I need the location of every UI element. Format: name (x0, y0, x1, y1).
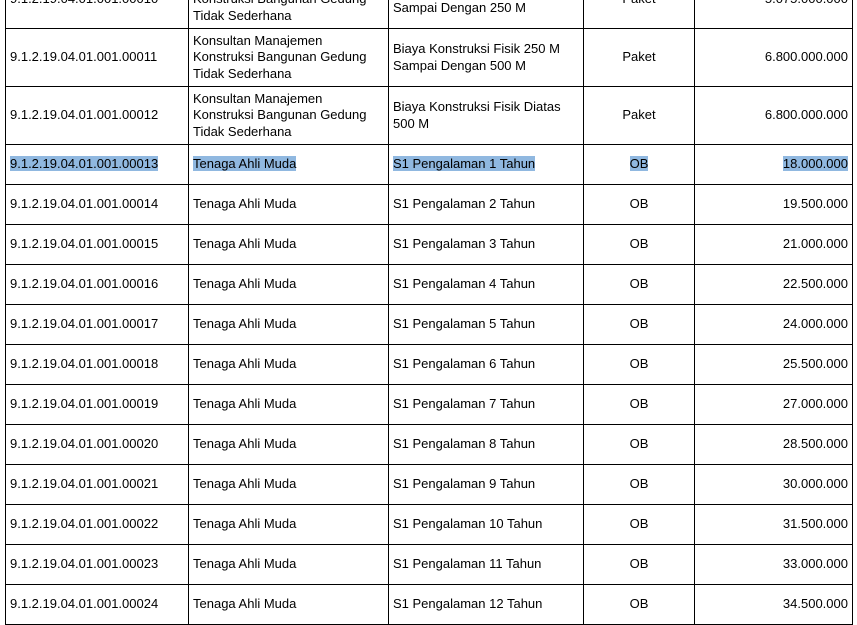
value-cell: 19.500.000 (695, 185, 853, 225)
name-cell: Tenaga Ahli Muda (189, 185, 389, 225)
table-row: 9.1.2.19.04.01.001.00019Tenaga Ahli Muda… (6, 385, 853, 425)
desc-cell: S1 Pengalaman 6 Tahun (389, 345, 584, 385)
table-row: 9.1.2.19.04.01.001.00024Tenaga Ahli Muda… (6, 585, 853, 625)
desc-cell: S1 Pengalaman 10 Tahun (389, 505, 584, 545)
table-row: 9.1.2.19.04.01.001.00012Konsultan Manaje… (6, 87, 853, 145)
code-cell: 9.1.2.19.04.01.001.00017 (6, 305, 189, 345)
value-cell: 5.075.000.000 (695, 0, 853, 29)
table-row: 9.1.2.19.04.01.001.00010Konsultan Manaje… (6, 0, 853, 29)
value-cell: 25.500.000 (695, 345, 853, 385)
name-cell: Tenaga Ahli Muda (189, 385, 389, 425)
unit-cell: OB (584, 345, 695, 385)
value-cell: 27.000.000 (695, 385, 853, 425)
desc-cell: S1 Pengalaman 4 Tahun (389, 265, 584, 305)
code-cell: 9.1.2.19.04.01.001.00014 (6, 185, 189, 225)
code-cell: 9.1.2.19.04.01.001.00023 (6, 545, 189, 585)
table-row: 9.1.2.19.04.01.001.00016Tenaga Ahli Muda… (6, 265, 853, 305)
table-row: 9.1.2.19.04.01.001.00013 Tenaga Ahli Muda… (6, 145, 853, 185)
table-row: 9.1.2.19.04.01.001.00023Tenaga Ahli Muda… (6, 545, 853, 585)
table-row: 9.1.2.19.04.01.001.00015Tenaga Ahli Muda… (6, 225, 853, 265)
unit-cell: OB (584, 425, 695, 465)
unit-cell: OB (584, 185, 695, 225)
table-row: 9.1.2.19.04.01.001.00018Tenaga Ahli Muda… (6, 345, 853, 385)
highlighted-text: S1 Pengalaman 1 Tahun (393, 156, 535, 171)
name-cell: Konsultan Manajemen Konstruksi Bangunan … (189, 87, 389, 145)
unit-cell: OB (584, 225, 695, 265)
desc-cell: S1 Pengalaman 5 Tahun (389, 305, 584, 345)
value-cell: 6.800.000.000 (695, 29, 853, 87)
highlighted-text: 9.1.2.19.04.01.001.00013 (10, 156, 158, 171)
value-cell: 31.500.000 (695, 505, 853, 545)
code-cell: 9.1.2.19.04.01.001.00010 (6, 0, 189, 29)
name-cell: Tenaga Ahli Muda (189, 145, 389, 185)
code-cell: 9.1.2.19.04.01.001.00021 (6, 465, 189, 505)
desc-cell: Biaya Konstruksi Fisik 250 M Sampai Deng… (389, 29, 584, 87)
table-row: 9.1.2.19.04.01.001.00014Tenaga Ahli Muda… (6, 185, 853, 225)
desc-cell: S1 Pengalaman 11 Tahun (389, 545, 584, 585)
name-cell: Tenaga Ahli Muda (189, 425, 389, 465)
value-cell: 30.000.000 (695, 465, 853, 505)
value-cell: 34.500.000 (695, 585, 853, 625)
desc-cell: S1 Pengalaman 8 Tahun (389, 425, 584, 465)
value-cell: 18.000.000 (695, 145, 853, 185)
unit-cell: OB (584, 465, 695, 505)
highlighted-text: OB (630, 156, 649, 171)
desc-cell: S1 Pengalaman 2 Tahun (389, 185, 584, 225)
code-cell: 9.1.2.19.04.01.001.00018 (6, 345, 189, 385)
table-row: 9.1.2.19.04.01.001.00022Tenaga Ahli Muda… (6, 505, 853, 545)
name-cell: Tenaga Ahli Muda (189, 305, 389, 345)
code-cell: 9.1.2.19.04.01.001.00011 (6, 29, 189, 87)
name-cell: Konsultan Manajemen Konstruksi Bangunan … (189, 0, 389, 29)
unit-cell: OB (584, 145, 695, 185)
table-row: 9.1.2.19.04.01.001.00021Tenaga Ahli Muda… (6, 465, 853, 505)
code-cell: 9.1.2.19.04.01.001.00019 (6, 385, 189, 425)
desc-cell: S1 Pengalaman 1 Tahun (389, 145, 584, 185)
name-cell: Tenaga Ahli Muda (189, 225, 389, 265)
unit-cell: OB (584, 505, 695, 545)
name-cell: Tenaga Ahli Muda (189, 585, 389, 625)
name-cell: Konsultan Manajemen Konstruksi Bangunan … (189, 29, 389, 87)
value-cell: 28.500.000 (695, 425, 853, 465)
code-cell: 9.1.2.19.04.01.001.00022 (6, 505, 189, 545)
code-cell: 9.1.2.19.04.01.001.00020 (6, 425, 189, 465)
unit-cell: OB (584, 585, 695, 625)
unit-cell: Paket (584, 87, 695, 145)
highlighted-text: Tenaga Ahli Muda (193, 156, 296, 171)
code-cell: 9.1.2.19.04.01.001.00015 (6, 225, 189, 265)
desc-cell: Biaya Konstruksi Fisik 100 M Sampai Deng… (389, 0, 584, 29)
name-cell: Tenaga Ahli Muda (189, 465, 389, 505)
value-cell: 33.000.000 (695, 545, 853, 585)
name-cell: Tenaga Ahli Muda (189, 545, 389, 585)
table-row: 9.1.2.19.04.01.001.00020Tenaga Ahli Muda… (6, 425, 853, 465)
highlighted-text: 18.000.000 (783, 156, 848, 171)
value-cell: 24.000.000 (695, 305, 853, 345)
unit-cell: Paket (584, 29, 695, 87)
table-row: 9.1.2.19.04.01.001.00011Konsultan Manaje… (6, 29, 853, 87)
desc-cell: Biaya Konstruksi Fisik Diatas 500 M (389, 87, 584, 145)
code-cell: 9.1.2.19.04.01.001.00024 (6, 585, 189, 625)
table-row: 9.1.2.19.04.01.001.00017Tenaga Ahli Muda… (6, 305, 853, 345)
desc-cell: S1 Pengalaman 9 Tahun (389, 465, 584, 505)
unit-cell: OB (584, 545, 695, 585)
name-cell: Tenaga Ahli Muda (189, 345, 389, 385)
code-cell: 9.1.2.19.04.01.001.00013 (6, 145, 189, 185)
unit-cell: OB (584, 305, 695, 345)
value-cell: 6.800.000.000 (695, 87, 853, 145)
code-cell: 9.1.2.19.04.01.001.00016 (6, 265, 189, 305)
desc-cell: S1 Pengalaman 12 Tahun (389, 585, 584, 625)
desc-cell: S1 Pengalaman 3 Tahun (389, 225, 584, 265)
pricing-table: 9.1.2.19.04.01.001.00010Konsultan Manaje… (5, 0, 853, 625)
unit-cell: OB (584, 265, 695, 305)
unit-cell: Paket (584, 0, 695, 29)
desc-cell: S1 Pengalaman 7 Tahun (389, 385, 584, 425)
unit-cell: OB (584, 385, 695, 425)
name-cell: Tenaga Ahli Muda (189, 505, 389, 545)
value-cell: 21.000.000 (695, 225, 853, 265)
code-cell: 9.1.2.19.04.01.001.00012 (6, 87, 189, 145)
value-cell: 22.500.000 (695, 265, 853, 305)
name-cell: Tenaga Ahli Muda (189, 265, 389, 305)
